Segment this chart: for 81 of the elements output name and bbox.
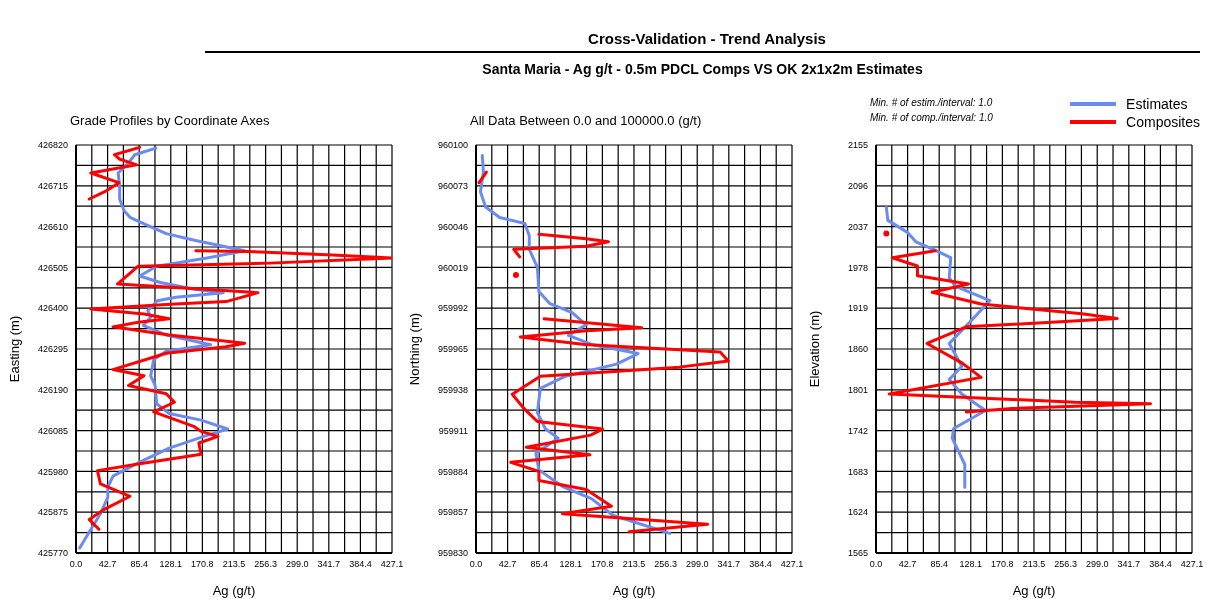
x-axis-title: Ag (g/t): [1012, 583, 1056, 598]
y-tick-label: 426820: [37, 140, 68, 151]
y-tick-label: 960073: [437, 180, 468, 191]
x-tick-label: 0.0: [69, 559, 83, 570]
x-tick-label: 128.1: [159, 559, 183, 570]
y-tick-label: 426505: [37, 262, 68, 273]
x-tick-label: 128.1: [559, 559, 583, 570]
y-tick-label: 959830: [437, 548, 468, 559]
y-tick-label: 426610: [37, 221, 68, 232]
y-tick-label: 425770: [37, 548, 68, 559]
x-tick-label: 42.7: [98, 559, 117, 570]
chart-title: Cross-Validation - Trend Analysis: [587, 29, 827, 47]
x-tick-label: 85.4: [530, 559, 548, 570]
x-tick-label: 213.5: [222, 559, 246, 570]
y-tick-label: 1860: [847, 344, 868, 355]
x-tick-label: 170.8: [991, 559, 1014, 570]
text: Min. # of estim./interval: 1.0: [870, 97, 993, 108]
y-tick-label: 960019: [437, 262, 468, 273]
y-tick-label: 426400: [37, 303, 68, 314]
x-tick-label: 256.3: [654, 559, 677, 570]
x-tick-label: 427.1: [780, 559, 804, 570]
y-tick-label: 1683: [847, 466, 868, 477]
y-tick-label: 2155: [847, 140, 868, 151]
x-tick-label: 128.1: [959, 559, 983, 570]
x-tick-label: 256.3: [1054, 559, 1077, 570]
x-tick-label: 170.8: [591, 559, 614, 570]
y-tick-label: 426190: [37, 384, 68, 395]
x-tick-label: 42.7: [498, 559, 517, 570]
x-tick-label: 384.4: [349, 559, 372, 570]
y-tick-label: 2037: [847, 221, 868, 232]
x-tick-label: 42.7: [898, 559, 917, 570]
y-tick-label: 960046: [437, 221, 468, 232]
x-tick-label: 85.4: [930, 559, 948, 570]
x-axis-title: Ag (g/t): [612, 583, 656, 598]
x-tick-label: 384.4: [749, 559, 772, 570]
x-axis-title: Ag (g/t): [212, 583, 256, 598]
y-tick-label: 959911: [438, 425, 468, 436]
x-tick-label: 299.0: [1085, 559, 1109, 570]
x-tick-label: 0.0: [869, 559, 883, 570]
y-axis-title: Northing (m): [406, 312, 422, 386]
x-tick-label: 427.1: [380, 559, 404, 570]
x-tick-label: 170.8: [191, 559, 214, 570]
y-tick-label: 1742: [847, 425, 868, 436]
legend-label: Estimates: [1126, 95, 1188, 113]
x-tick-label: 213.5: [622, 559, 646, 570]
y-tick-label: 959992: [437, 303, 468, 314]
y-tick-label: 425875: [37, 507, 68, 518]
y-tick-label: 1919: [847, 303, 868, 314]
y-axis-title: Easting (m): [6, 315, 22, 383]
y-tick-label: 426085: [37, 425, 68, 436]
legend-label: Composites: [1126, 113, 1200, 131]
x-tick-label: 213.5: [1022, 559, 1046, 570]
y-tick-label: 959857: [437, 507, 468, 518]
y-tick-label: 959938: [437, 384, 468, 395]
text: Grade Profiles by Coordinate Axes: [70, 113, 270, 128]
x-tick-label: 341.7: [1117, 559, 1141, 570]
x-tick-label: 341.7: [317, 559, 341, 570]
x-tick-label: 299.0: [685, 559, 709, 570]
x-tick-label: 384.4: [1149, 559, 1172, 570]
y-tick-label: 959884: [437, 466, 468, 477]
x-tick-label: 85.4: [130, 559, 148, 570]
x-tick-label: 427.1: [1180, 559, 1204, 570]
y-tick-label: 960100: [437, 140, 468, 151]
y-tick-label: 2096: [847, 180, 868, 191]
y-tick-label: 1978: [847, 262, 868, 273]
x-tick-label: 299.0: [285, 559, 309, 570]
chart-subtitle: Santa Maria - Ag g/t - 0.5m PDCL Comps VS OK 2x1x2m Estimates: [205, 51, 1200, 77]
y-tick-label: 1565: [847, 548, 868, 559]
x-tick-label: 341.7: [717, 559, 741, 570]
x-tick-label: 0.0: [469, 559, 483, 570]
y-tick-label: 959965: [437, 344, 468, 355]
y-tick-label: 1801: [847, 384, 868, 395]
text: Min. # of comp./interval: 1.0: [870, 112, 993, 123]
y-tick-label: 426715: [37, 180, 68, 191]
x-tick-label: 256.3: [254, 559, 277, 570]
line-series: [887, 249, 1152, 414]
y-tick-label: 425980: [37, 466, 68, 477]
y-axis-title: Elevation (m): [806, 310, 822, 388]
text: All Data Between 0.0 and 100000.0 (g/t): [470, 113, 702, 128]
y-tick-label: 1624: [847, 507, 868, 518]
y-tick-label: 426295: [37, 344, 68, 355]
